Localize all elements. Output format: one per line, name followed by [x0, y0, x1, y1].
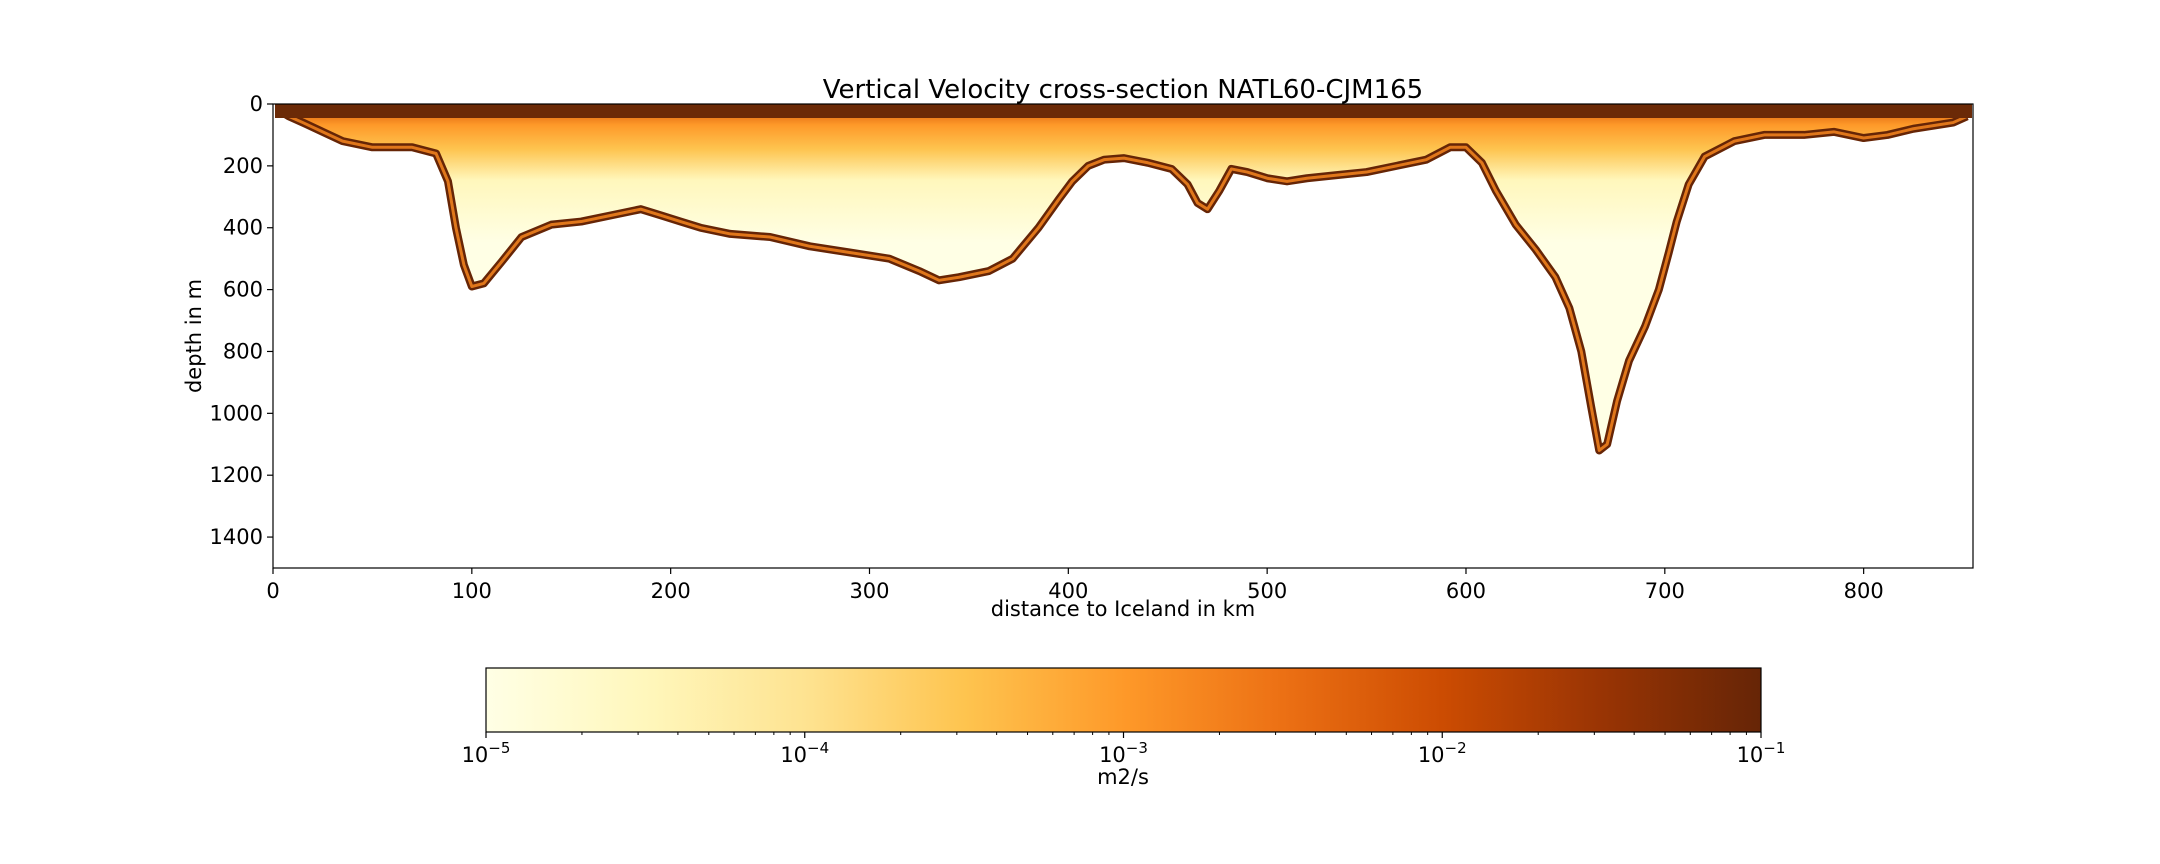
y-axis: 0 200 400 600 800 1000 1200 1400 — [210, 92, 273, 549]
y-tick-label: 400 — [223, 216, 263, 240]
x-tick-label: 500 — [1247, 579, 1287, 603]
y-tick-label: 200 — [223, 154, 263, 178]
x-tick-label: 200 — [651, 579, 691, 603]
x-tick-label: 300 — [849, 579, 889, 603]
surface-band — [275, 104, 1972, 118]
seafloor-boundary-inner — [278, 108, 1968, 452]
colorbar-gradient — [485, 667, 1762, 733]
x-tick-label: 0 — [266, 579, 279, 603]
colorbar-tick-label: 10−5 — [462, 739, 511, 767]
colorbar-tick-label: 10−2 — [1418, 739, 1467, 767]
y-tick-label: 1200 — [210, 463, 263, 487]
chart-title: Vertical Velocity cross-section NATL60-C… — [823, 75, 1423, 105]
x-axis-label: distance to Iceland in km — [991, 597, 1256, 621]
colorbar-label: m2/s — [1097, 765, 1149, 789]
colorbar-tick-label: 10−1 — [1737, 739, 1786, 767]
colorbar: 10−5 10−4 10−3 10−2 10−1 — [462, 667, 1786, 767]
y-tick-label: 800 — [223, 339, 263, 363]
x-tick-label: 100 — [452, 579, 492, 603]
y-tick-label: 1400 — [210, 525, 263, 549]
section-fill — [278, 104, 1968, 451]
x-axis: 0 100 200 300 400 500 600 700 800 — [266, 568, 1884, 603]
colorbar-tick-label: 10−4 — [780, 739, 829, 767]
x-tick-label: 400 — [1048, 579, 1088, 603]
plot-frame — [272, 103, 1974, 569]
colorbar-tick-label: 10−3 — [1099, 739, 1148, 767]
colorbar-ticks: 10−5 10−4 10−3 10−2 10−1 — [462, 732, 1786, 767]
y-tick-label: 600 — [223, 278, 263, 302]
y-axis-label: depth in m — [182, 279, 206, 393]
x-tick-label: 800 — [1844, 579, 1884, 603]
y-tick-label: 0 — [250, 92, 263, 116]
plot-area — [275, 104, 1972, 455]
y-tick-label: 1000 — [210, 401, 263, 425]
x-tick-label: 700 — [1645, 579, 1685, 603]
x-tick-label: 600 — [1446, 579, 1486, 603]
